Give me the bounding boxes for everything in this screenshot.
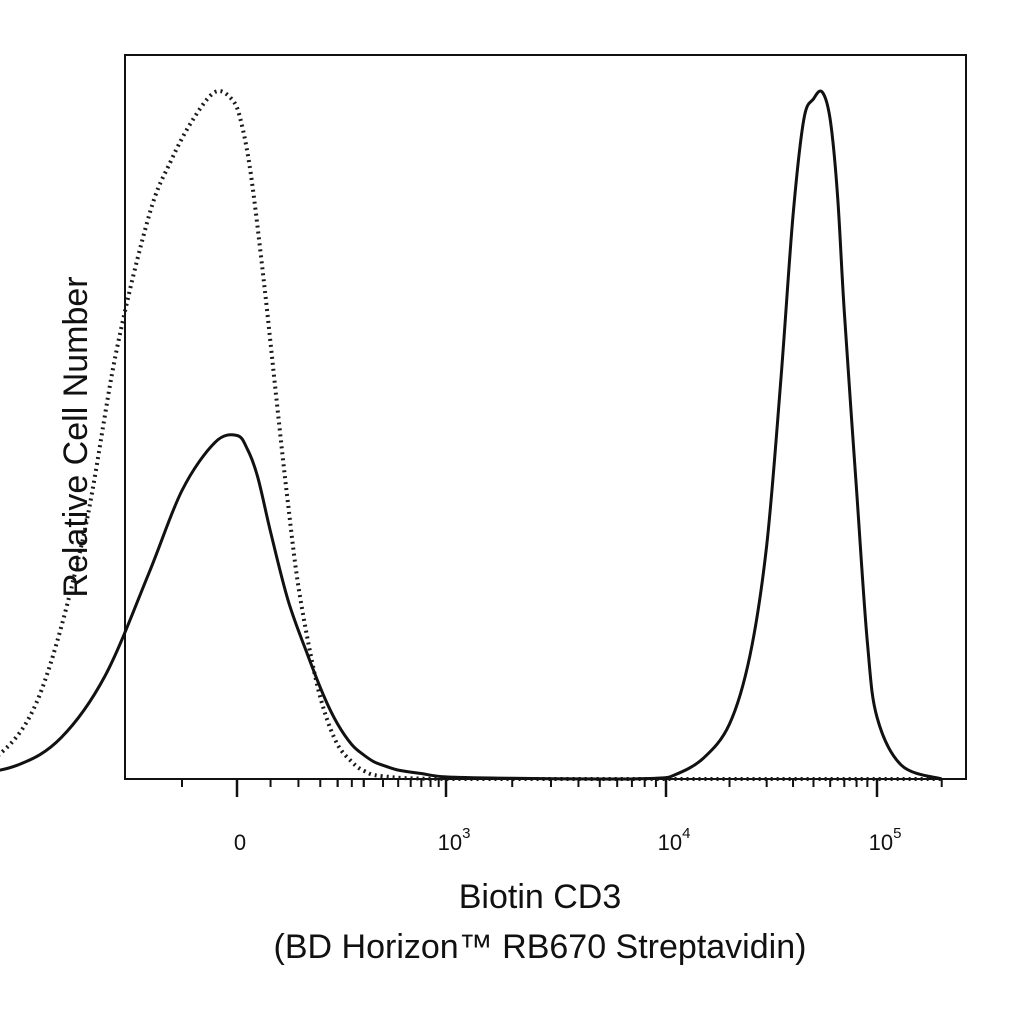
x-tick-label: 105 (869, 825, 902, 855)
x-tick-label: 0 (234, 830, 246, 855)
x-axis-title: Biotin CD3 (459, 878, 622, 916)
x-axis-subtitle: (BD Horizon™ RB670 Streptavidin) (274, 928, 807, 966)
x-major-ticks (235, 779, 879, 797)
x-tick-labels: 0 103 104 105 (234, 825, 902, 855)
series-line-dotted (0, 89, 942, 782)
y-axis-title: Relative Cell Number (57, 276, 95, 597)
series-layer (0, 89, 943, 782)
x-minor-ticks (181, 779, 943, 787)
plot-frame (124, 54, 967, 780)
x-tick-label: 104 (658, 825, 691, 855)
x-tick-label: 103 (438, 825, 471, 855)
series-line-solid (0, 89, 943, 781)
